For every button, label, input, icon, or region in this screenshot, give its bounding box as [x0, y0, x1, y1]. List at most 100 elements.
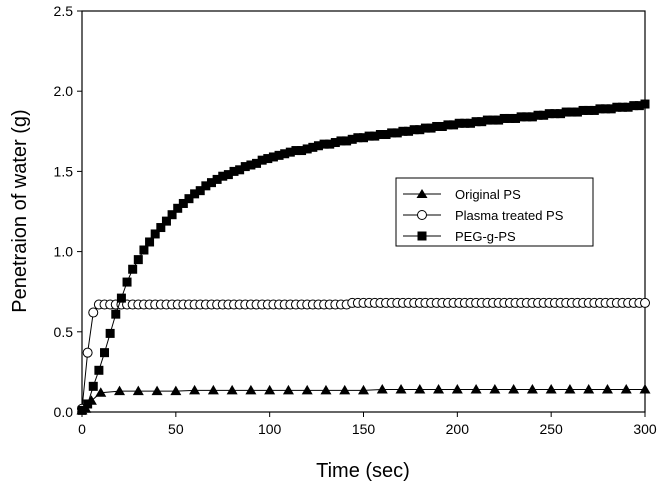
legend-item-original-ps: Original PS: [403, 187, 521, 202]
data-point: [111, 309, 121, 319]
data-point: [325, 139, 335, 149]
data-point: [505, 113, 515, 123]
legend-marker-square-icon: [417, 231, 427, 241]
data-point: [282, 384, 294, 395]
legend-marker-circle-icon: [417, 210, 427, 220]
data-point: [460, 118, 470, 128]
x-tick-label: 100: [258, 421, 282, 437]
data-point: [640, 297, 650, 308]
data-point: [539, 110, 549, 120]
data-point: [95, 387, 107, 397]
series-original-ps: [76, 384, 651, 415]
x-tick-label: 300: [633, 421, 657, 437]
data-point: [170, 385, 182, 396]
y-tick-label: 1.0: [54, 244, 74, 260]
data-point: [167, 210, 177, 220]
y-tick-label: 2.5: [54, 3, 74, 19]
legend-item-peg-g-ps: PEG-g-PS: [403, 229, 516, 244]
data-point: [404, 126, 414, 136]
data-point: [527, 112, 537, 122]
data-point: [516, 112, 526, 122]
data-point: [218, 171, 228, 181]
data-point: [395, 384, 407, 394]
series-layer: [76, 99, 651, 415]
data-point: [313, 141, 323, 151]
data-point: [347, 134, 357, 144]
data-point: [190, 189, 200, 199]
data-point: [589, 105, 599, 115]
data-point: [499, 113, 509, 123]
data-point: [415, 125, 425, 135]
data-point: [432, 121, 442, 131]
data-point: [623, 102, 633, 112]
data-point: [291, 146, 301, 156]
data-point: [212, 174, 222, 184]
data-point: [556, 109, 566, 119]
data-point: [342, 136, 352, 146]
y-tick-label: 0.5: [54, 324, 74, 340]
data-point: [114, 385, 126, 396]
data-point: [301, 384, 313, 395]
data-point: [545, 384, 557, 394]
x-tick-label: 200: [446, 421, 470, 437]
data-point: [471, 117, 481, 127]
data-point: [297, 146, 307, 156]
data-point: [522, 112, 532, 122]
data-point: [426, 123, 436, 133]
data-point: [381, 130, 391, 140]
data-point: [477, 117, 487, 127]
data-point: [100, 348, 110, 358]
data-point: [195, 186, 205, 196]
data-point: [470, 384, 482, 394]
data-point: [178, 198, 188, 208]
data-point: [433, 384, 445, 394]
data-point: [567, 107, 577, 117]
x-tick-label: 0: [78, 421, 86, 437]
data-point: [285, 147, 295, 157]
legend-label-original-ps: Original PS: [455, 187, 521, 202]
data-point: [370, 131, 380, 141]
data-point: [398, 126, 408, 136]
y-tick-label: 2.0: [54, 83, 74, 99]
data-point: [358, 384, 369, 395]
data-point: [336, 136, 346, 146]
data-point: [128, 264, 138, 274]
data-point: [526, 384, 538, 394]
data-point: [533, 110, 543, 120]
data-point: [437, 121, 447, 131]
data-point: [308, 142, 318, 152]
series-plasma-treated-ps: [77, 297, 650, 414]
data-point: [387, 128, 397, 138]
data-point: [640, 99, 650, 109]
data-point: [206, 178, 216, 188]
series-peg-g-ps: [77, 99, 650, 415]
data-point: [494, 115, 504, 125]
data-point: [465, 118, 475, 128]
legend-box: [395, 177, 594, 247]
data-point: [595, 104, 605, 114]
data-point: [449, 120, 459, 130]
data-point: [409, 125, 419, 135]
data-point: [229, 166, 239, 176]
x-tick-label: 250: [539, 421, 563, 437]
data-point: [584, 105, 594, 115]
data-point: [235, 165, 245, 175]
data-point: [116, 293, 126, 303]
x-axis: 0 50 100 150 200 250 300: [78, 412, 657, 437]
y-tick-label: 1.5: [54, 163, 74, 179]
data-point: [245, 384, 257, 395]
y-tick-label: 0.0: [54, 404, 74, 420]
data-point: [544, 109, 554, 119]
data-point: [161, 216, 171, 226]
data-point: [268, 152, 278, 162]
data-point: [550, 109, 560, 119]
data-point: [223, 170, 233, 180]
data-point: [240, 162, 250, 172]
data-point: [94, 365, 104, 375]
data-point: [252, 158, 262, 168]
x-tick-label: 50: [168, 421, 184, 437]
data-point: [88, 307, 99, 318]
y-axis: 0.0 0.5 1.0 1.5 2.0 2.5: [54, 3, 82, 420]
